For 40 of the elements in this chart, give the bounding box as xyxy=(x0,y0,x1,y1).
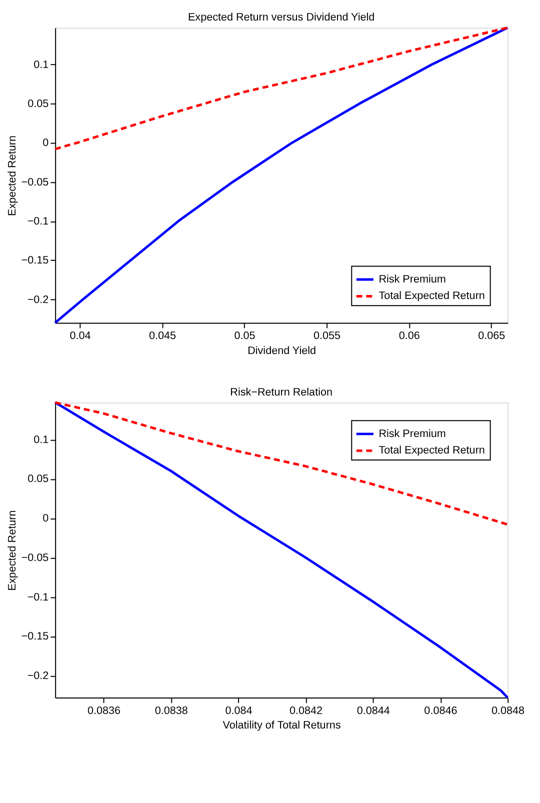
chart-title: Expected Return versus Dividend Yield xyxy=(188,12,375,24)
x-tick-label: 0.06 xyxy=(398,330,420,342)
y-tick-label: −0.15 xyxy=(21,630,49,643)
line-series xyxy=(54,401,509,526)
x-tick-label: 0.065 xyxy=(478,330,506,342)
line-series xyxy=(54,26,509,150)
y-tick-label: 0 xyxy=(42,512,49,525)
x-tick-label: 0.055 xyxy=(314,330,341,342)
y-axis-title: Expected Return xyxy=(6,510,18,591)
y-tick-label: 0.1 xyxy=(34,58,49,71)
x-tick-label: 0.05 xyxy=(234,330,256,342)
x-tick-label: 0.0846 xyxy=(424,704,458,717)
x-tick-label: 0.04 xyxy=(70,330,91,342)
y-tick-label: 0.05 xyxy=(28,98,49,110)
legend-label: Total Expected Return xyxy=(378,444,485,457)
y-tick-label: −0.2 xyxy=(27,670,49,682)
y-tick-label: 0.1 xyxy=(34,434,49,446)
y-tick-label: −0.2 xyxy=(27,294,49,306)
x-tick-label: 0.0836 xyxy=(88,704,121,717)
y-tick-label: 0.05 xyxy=(28,473,49,486)
x-tick-label: 0.045 xyxy=(149,330,176,342)
line-series xyxy=(54,26,509,324)
legend-label: Risk Premium xyxy=(378,428,446,440)
x-tick-label: 0.084 xyxy=(225,704,252,717)
x-tick-label: 0.0842 xyxy=(290,704,323,717)
y-tick-label: −0.15 xyxy=(21,254,49,267)
chart-title: Risk−Return Relation xyxy=(230,386,332,398)
y-tick-label: −0.1 xyxy=(27,215,49,228)
x-tick-label: 0.0844 xyxy=(356,704,390,717)
y-tick-label: −0.05 xyxy=(21,552,49,564)
y-axis-title: Expected Return xyxy=(6,136,18,216)
x-tick-label: 0.0848 xyxy=(492,704,525,717)
y-tick-label: −0.1 xyxy=(27,591,49,604)
y-tick-label: 0 xyxy=(42,137,49,150)
x-axis-title: Volatility of Total Returns xyxy=(222,720,342,732)
legend-label: Total Expected Return xyxy=(378,290,485,302)
legend-label: Risk Premium xyxy=(378,273,446,286)
y-tick-label: −0.05 xyxy=(21,176,49,188)
x-tick-label: 0.0838 xyxy=(154,704,188,717)
x-axis-title: Dividend Yield xyxy=(248,344,316,357)
